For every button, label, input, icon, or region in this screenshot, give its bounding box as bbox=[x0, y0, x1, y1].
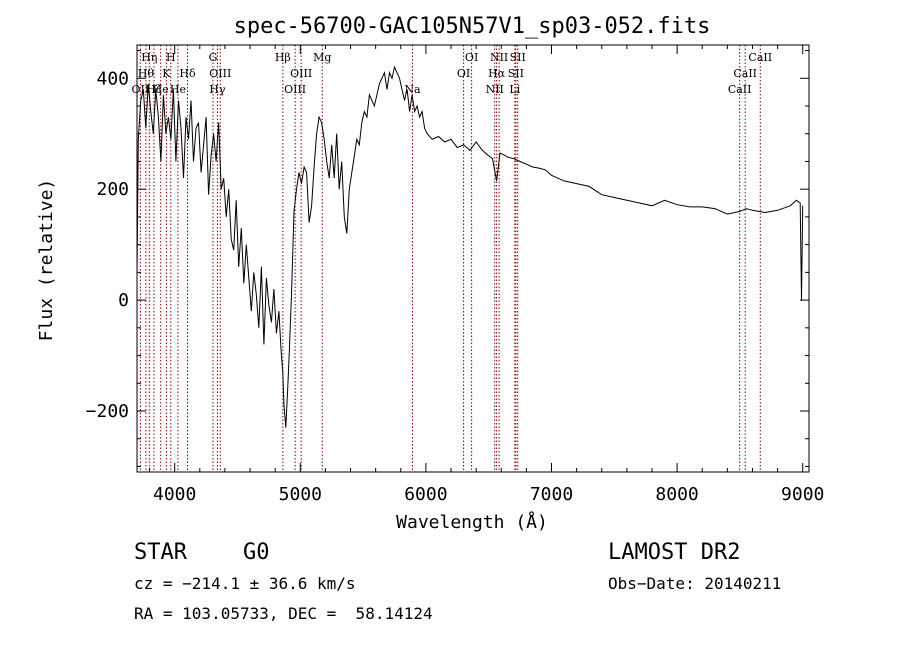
line-marker-label: OIII bbox=[284, 83, 306, 96]
x-tick-label: 7000 bbox=[530, 484, 573, 505]
y-tick-label: −200 bbox=[86, 401, 129, 422]
chart-title: spec-56700-GAC105N57V1_sp03-052.fits bbox=[234, 14, 711, 39]
line-marker-labels: OIIHθHηHζHeKHHeHδGHγOIIIHβOIIIOIIIMgNaOI… bbox=[132, 51, 773, 96]
line-marker-label: Hδ bbox=[179, 67, 196, 80]
plot-frame bbox=[136, 44, 810, 473]
line-marker-label: Na bbox=[404, 83, 421, 96]
line-marker-label: CaII bbox=[728, 83, 752, 96]
line-marker-label: K bbox=[162, 67, 171, 80]
x-tick-label: 4000 bbox=[153, 484, 196, 505]
line-marker-label: G bbox=[209, 51, 218, 64]
line-marker-label: H bbox=[166, 51, 176, 64]
line-marker-label: OIII bbox=[290, 67, 312, 80]
line-marker-label: OI bbox=[465, 51, 478, 64]
line-marker-label: Hα bbox=[488, 67, 506, 80]
line-marker-label: SII bbox=[508, 67, 524, 80]
line-marker-label: Li bbox=[509, 83, 520, 96]
line-marker-label: Hγ bbox=[209, 83, 226, 96]
line-marker-label: He bbox=[170, 83, 186, 96]
coordinates: RA = 103.05733, DEC = 58.14124 bbox=[134, 604, 433, 623]
line-marker-label: NII bbox=[490, 51, 508, 64]
y-tick-label: 400 bbox=[96, 68, 129, 89]
x-axis: 4000 5000 6000 7000 8000 9000 bbox=[149, 45, 824, 505]
line-marker-label: Mg bbox=[313, 51, 331, 64]
y-axis-label: Flux (relative) bbox=[36, 179, 57, 342]
x-tick-label: 9000 bbox=[781, 484, 824, 505]
line-marker-label: CaII bbox=[733, 67, 757, 80]
line-markers bbox=[139, 45, 761, 472]
redshift-text: cz = −214.1 ± 36.6 km/s bbox=[134, 574, 356, 593]
y-tick-label: 200 bbox=[96, 179, 129, 200]
object-class: STAR bbox=[134, 540, 187, 565]
object-subclass: G0 bbox=[243, 540, 270, 565]
line-marker-label: OIII bbox=[209, 67, 231, 80]
line-marker-label: OI bbox=[457, 67, 470, 80]
y-axis: −200 0 200 400 bbox=[86, 50, 809, 467]
x-axis-label: Wavelength (Å) bbox=[396, 511, 548, 533]
x-tick-label: 6000 bbox=[404, 484, 447, 505]
x-tick-label: 8000 bbox=[655, 484, 698, 505]
x-tick-label: 5000 bbox=[279, 484, 322, 505]
obs-date: Obs−Date: 20140211 bbox=[608, 574, 782, 593]
line-marker-label: Hθ bbox=[138, 67, 155, 80]
line-marker-label: OII bbox=[132, 83, 150, 96]
line-marker-label: Hη bbox=[141, 51, 157, 64]
line-marker-label: SII bbox=[510, 51, 526, 64]
survey-name: LAMOST DR2 bbox=[608, 540, 741, 565]
line-marker-label: NII bbox=[486, 83, 504, 96]
line-marker-label: CaII bbox=[748, 51, 772, 64]
y-tick-label: 0 bbox=[118, 290, 129, 311]
line-marker-label: He bbox=[153, 83, 169, 96]
line-marker-label: Hβ bbox=[275, 51, 291, 64]
line-marker-label: Hζ bbox=[146, 83, 162, 96]
spectrum-line bbox=[136, 65, 804, 428]
